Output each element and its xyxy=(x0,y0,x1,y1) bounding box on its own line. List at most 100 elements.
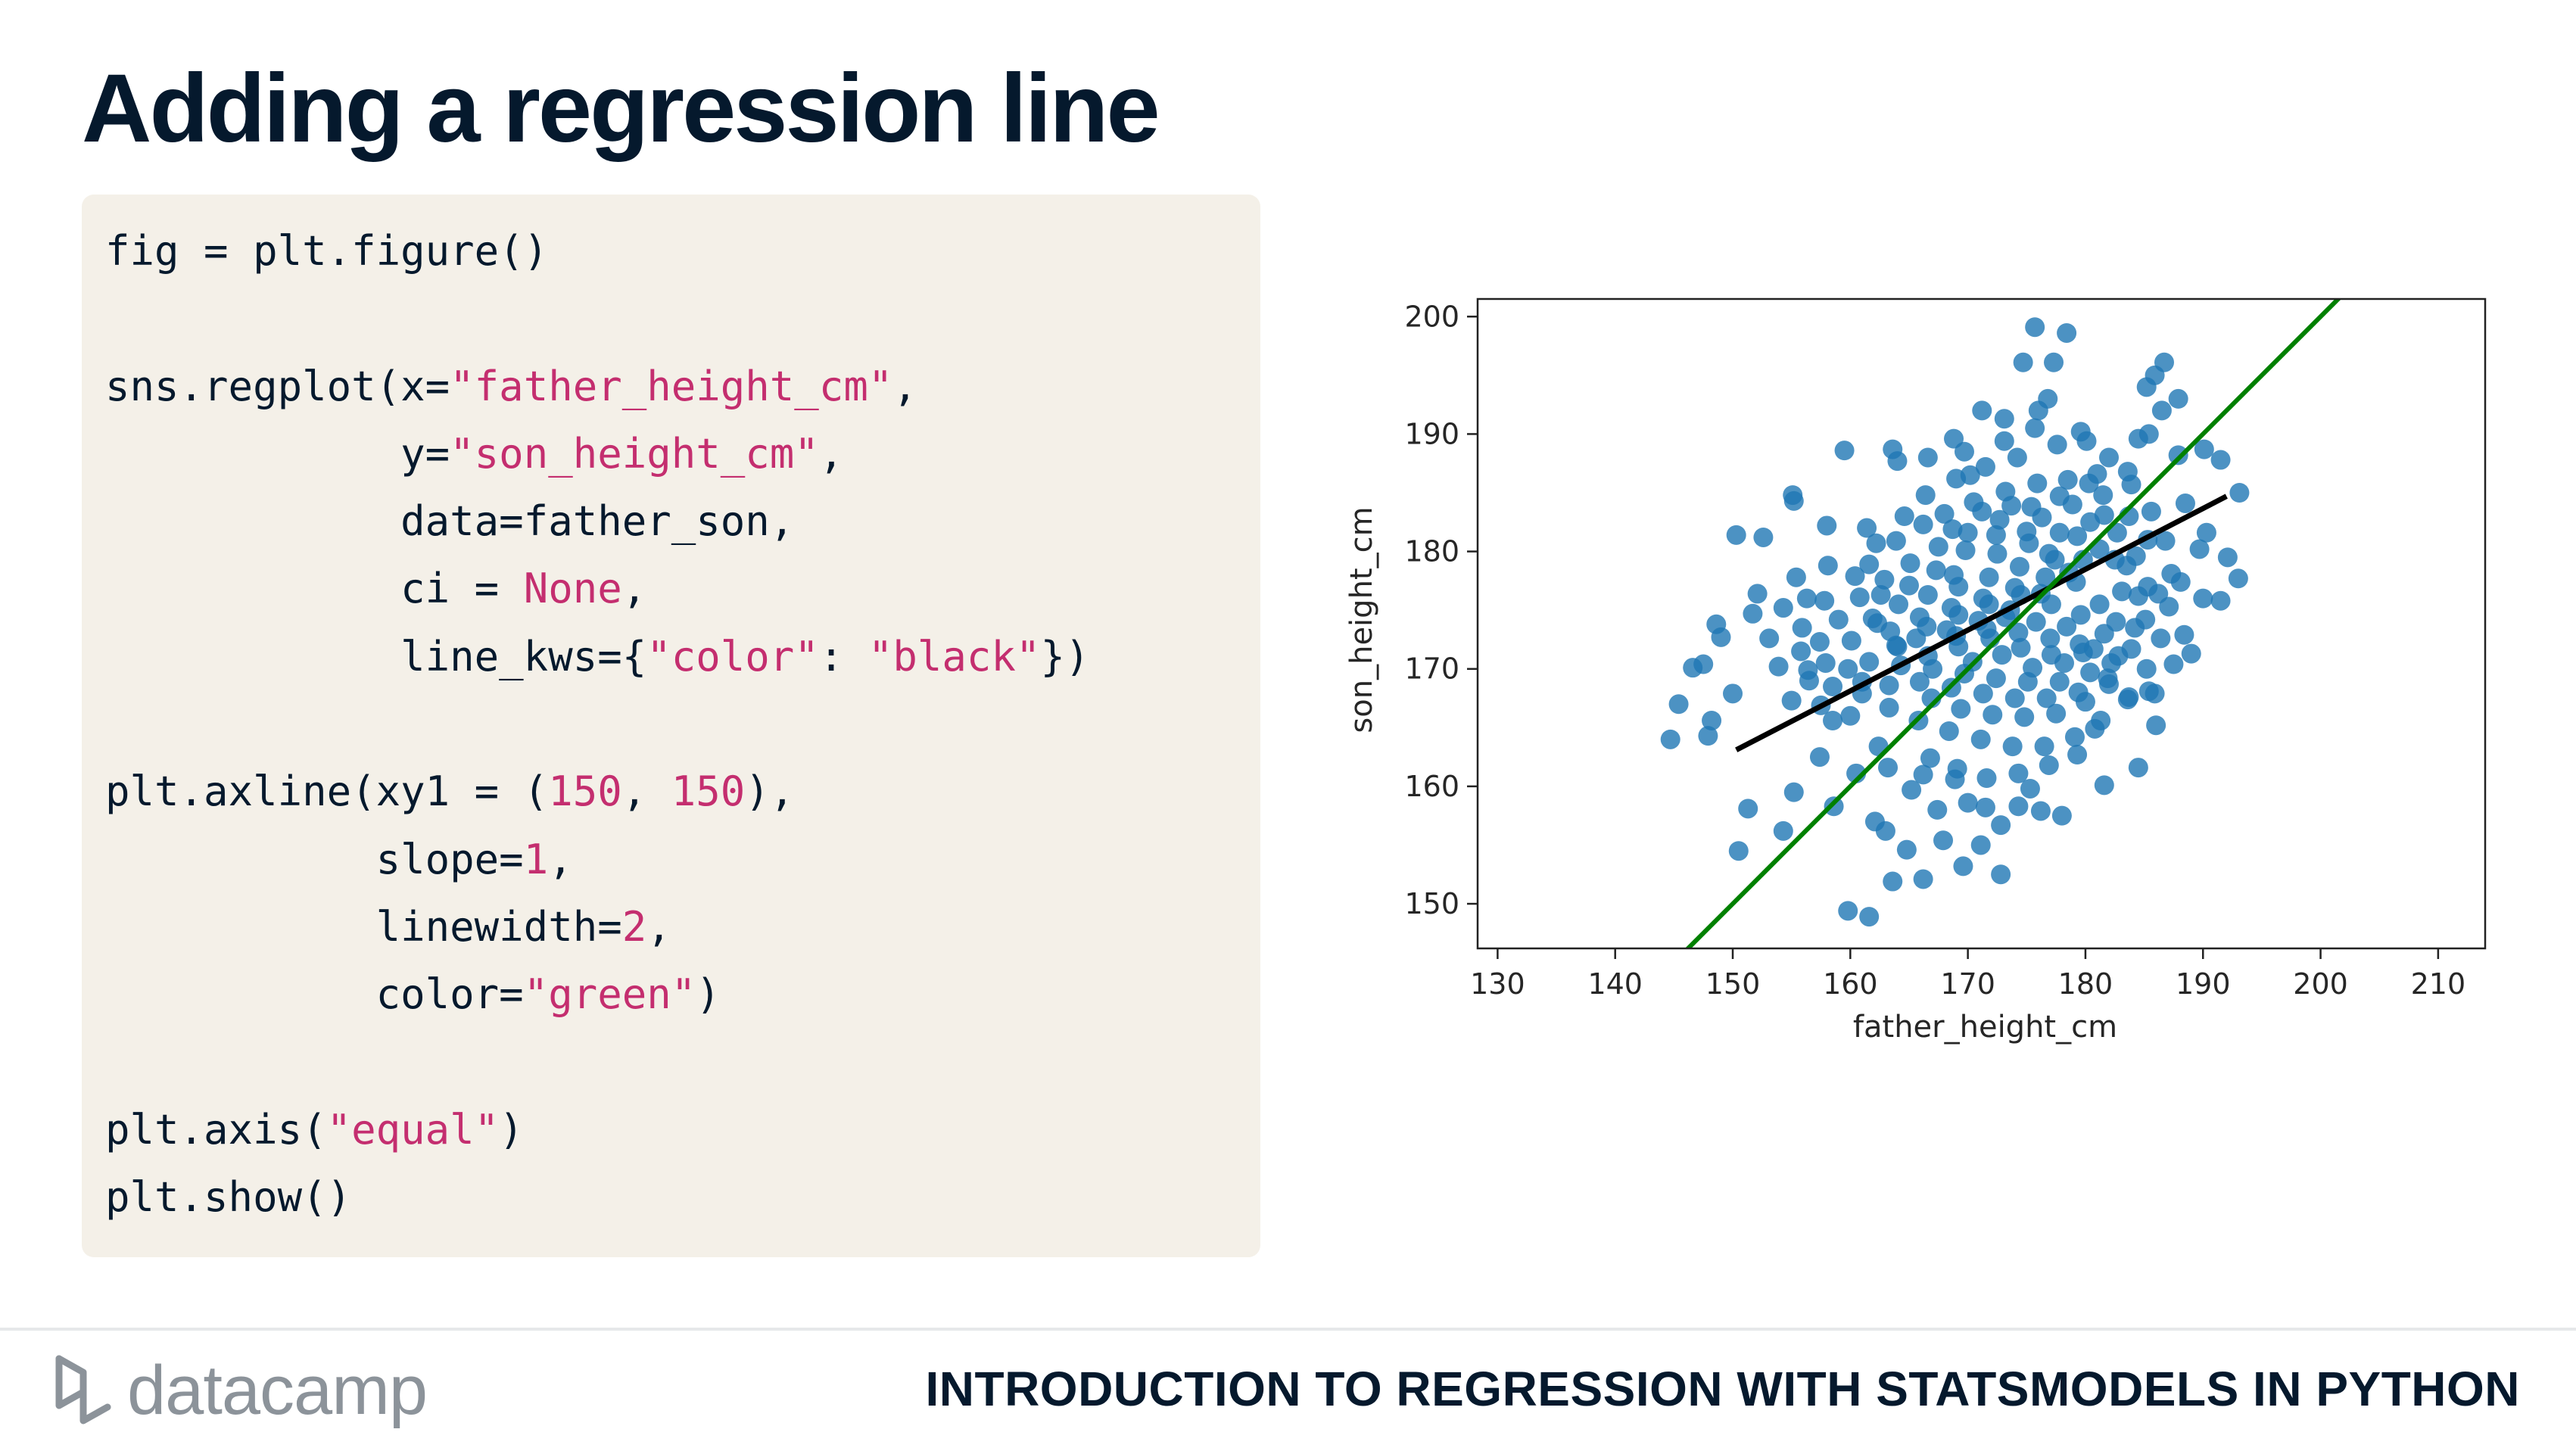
data-point xyxy=(1902,780,1922,800)
data-point xyxy=(2025,418,2045,438)
code-token: "black" xyxy=(867,632,1041,680)
slide-title: Adding a regression line xyxy=(82,54,1160,163)
plot-area xyxy=(1660,299,2342,948)
data-point xyxy=(2161,564,2182,584)
code-token: 150 xyxy=(548,768,622,816)
code-token: ), xyxy=(745,768,795,816)
x-axis-label: father_height_cm xyxy=(1853,1010,2117,1045)
data-point xyxy=(1783,782,1804,802)
data-point xyxy=(2229,483,2250,503)
data-point xyxy=(1991,864,2011,885)
code-token: sns.regplot(x= xyxy=(105,362,450,410)
data-point xyxy=(1934,503,1955,524)
data-point xyxy=(1792,618,1812,638)
y-tick-label: 190 xyxy=(1404,417,1459,450)
code-line: fig = plt.figure() xyxy=(105,217,1089,285)
x-tick-label: 190 xyxy=(2176,967,2231,1001)
data-point xyxy=(2117,690,2138,710)
data-point xyxy=(2141,501,2161,522)
data-point xyxy=(1958,792,1978,813)
data-point xyxy=(1875,820,1895,841)
data-point xyxy=(2007,447,2027,468)
data-point xyxy=(2217,547,2238,568)
data-point xyxy=(1660,729,1680,749)
code-token: }) xyxy=(1040,632,1090,680)
data-point xyxy=(1886,531,1906,551)
data-point xyxy=(1702,711,1722,731)
x-tick-label: 140 xyxy=(1587,967,1643,1001)
data-point xyxy=(1933,830,1954,851)
code-token: ci = xyxy=(105,565,524,613)
data-point xyxy=(2040,628,2060,649)
data-point xyxy=(2064,727,2085,747)
footer-divider xyxy=(0,1328,2576,1331)
y-tick-label: 150 xyxy=(1404,887,1459,920)
data-point xyxy=(2093,485,2113,506)
data-point xyxy=(2067,526,2088,546)
data-point xyxy=(1723,683,1743,704)
code-line xyxy=(105,1029,1089,1096)
data-point xyxy=(2128,428,2148,449)
code-token: "son_height_cm" xyxy=(450,429,819,478)
data-point xyxy=(2094,775,2114,796)
data-point xyxy=(2054,652,2074,673)
data-point xyxy=(1818,556,1838,576)
code-token: y= xyxy=(105,429,450,478)
data-point xyxy=(1970,835,1991,855)
data-point xyxy=(2070,422,2091,442)
code-line: plt.axis("equal") xyxy=(105,1096,1089,1163)
data-point xyxy=(2039,755,2059,775)
data-point xyxy=(1913,764,1933,785)
data-point xyxy=(1815,652,1836,673)
datacamp-logo: datacamp xyxy=(53,1349,428,1432)
data-point xyxy=(1942,519,1963,540)
data-point xyxy=(1913,514,1933,534)
data-point xyxy=(2070,605,2091,625)
data-point xyxy=(1944,565,1964,585)
data-point xyxy=(2026,612,2046,632)
y-tick-label: 170 xyxy=(1404,652,1459,686)
data-point xyxy=(1781,690,1802,711)
data-point xyxy=(1773,598,1793,618)
data-point xyxy=(2089,594,2110,615)
data-point xyxy=(2175,493,2195,513)
data-point xyxy=(2034,736,2054,757)
data-point xyxy=(1711,627,1731,647)
data-point xyxy=(1683,658,1703,678)
code-token: plt.axis( xyxy=(105,1105,327,1154)
code-token: , xyxy=(621,768,671,816)
data-point xyxy=(1841,631,1861,651)
code-token: plt.show() xyxy=(105,1173,352,1222)
code-token: 2 xyxy=(621,902,647,951)
data-point xyxy=(2159,596,2179,617)
code-token: "equal" xyxy=(326,1105,500,1154)
data-point xyxy=(1896,839,1917,860)
data-point xyxy=(1870,584,1891,605)
data-point xyxy=(2038,388,2058,409)
data-point xyxy=(2080,512,2101,532)
data-point xyxy=(1976,768,1997,789)
code-text: fig = plt.figure() sns.regplot(x="father… xyxy=(105,217,1089,1231)
x-tick-label: 200 xyxy=(2293,967,2348,1001)
code-line xyxy=(105,690,1089,758)
data-point xyxy=(2062,494,2082,515)
data-point xyxy=(1791,641,1811,662)
code-token: : xyxy=(818,632,868,680)
data-point xyxy=(1814,590,1835,611)
data-point xyxy=(1945,769,1965,789)
data-point xyxy=(1857,518,1877,538)
data-point xyxy=(1828,609,1849,630)
code-token: "color" xyxy=(646,632,819,680)
data-point xyxy=(2001,496,2022,516)
data-point xyxy=(2057,322,2077,343)
data-point xyxy=(2135,609,2156,630)
data-point xyxy=(1960,465,1980,485)
data-point xyxy=(2181,643,2201,664)
data-point xyxy=(2136,659,2157,679)
data-point xyxy=(1955,540,1976,561)
data-point xyxy=(1894,506,1914,527)
data-point xyxy=(1878,758,1899,778)
code-token: color= xyxy=(105,970,524,1019)
code-token: , xyxy=(646,902,671,951)
data-point xyxy=(2017,522,2037,542)
